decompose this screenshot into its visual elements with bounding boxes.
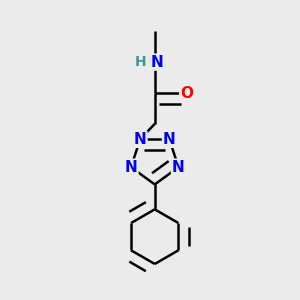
Text: N: N: [163, 132, 176, 147]
Text: N: N: [151, 55, 164, 70]
Text: H: H: [135, 55, 146, 69]
Text: N: N: [125, 160, 137, 175]
Text: N: N: [134, 132, 146, 147]
Text: N: N: [172, 160, 185, 175]
Text: O: O: [180, 85, 193, 100]
